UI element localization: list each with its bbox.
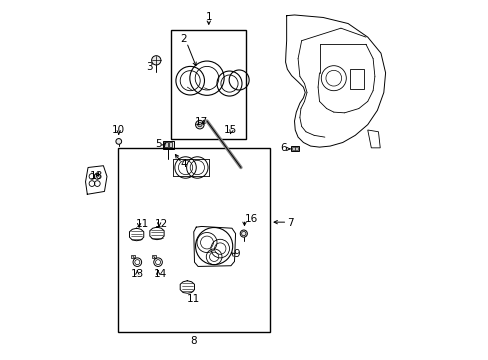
Text: 18: 18	[89, 171, 102, 181]
Circle shape	[116, 139, 122, 144]
Text: 11: 11	[187, 294, 200, 303]
Bar	[152, 255, 155, 257]
Bar	[349, 69, 364, 89]
Text: 5: 5	[155, 139, 162, 149]
Text: 7: 7	[287, 218, 293, 228]
Bar	[118, 148, 269, 332]
Bar	[291, 147, 294, 150]
Bar	[163, 141, 173, 149]
Bar	[131, 255, 135, 257]
Text: 14: 14	[154, 269, 167, 279]
Text: 17: 17	[195, 117, 208, 127]
Text: 2: 2	[180, 34, 187, 44]
Bar	[290, 146, 298, 152]
Bar	[295, 147, 298, 150]
Circle shape	[195, 120, 203, 129]
Text: 12: 12	[155, 219, 168, 229]
Bar	[171, 30, 246, 139]
Text: 16: 16	[244, 214, 257, 224]
Circle shape	[240, 230, 247, 237]
Text: 11: 11	[136, 219, 149, 229]
Text: 4: 4	[180, 159, 187, 169]
Text: 1: 1	[205, 13, 212, 22]
Circle shape	[197, 122, 202, 127]
Text: 10: 10	[112, 125, 125, 135]
Text: 6: 6	[280, 143, 286, 153]
Bar	[164, 143, 168, 148]
Bar	[168, 143, 172, 148]
Text: 13: 13	[130, 269, 143, 279]
Text: 9: 9	[233, 249, 239, 259]
Circle shape	[151, 56, 161, 65]
Text: 3: 3	[146, 63, 153, 72]
Text: 15: 15	[224, 125, 237, 135]
Text: 8: 8	[190, 337, 197, 346]
